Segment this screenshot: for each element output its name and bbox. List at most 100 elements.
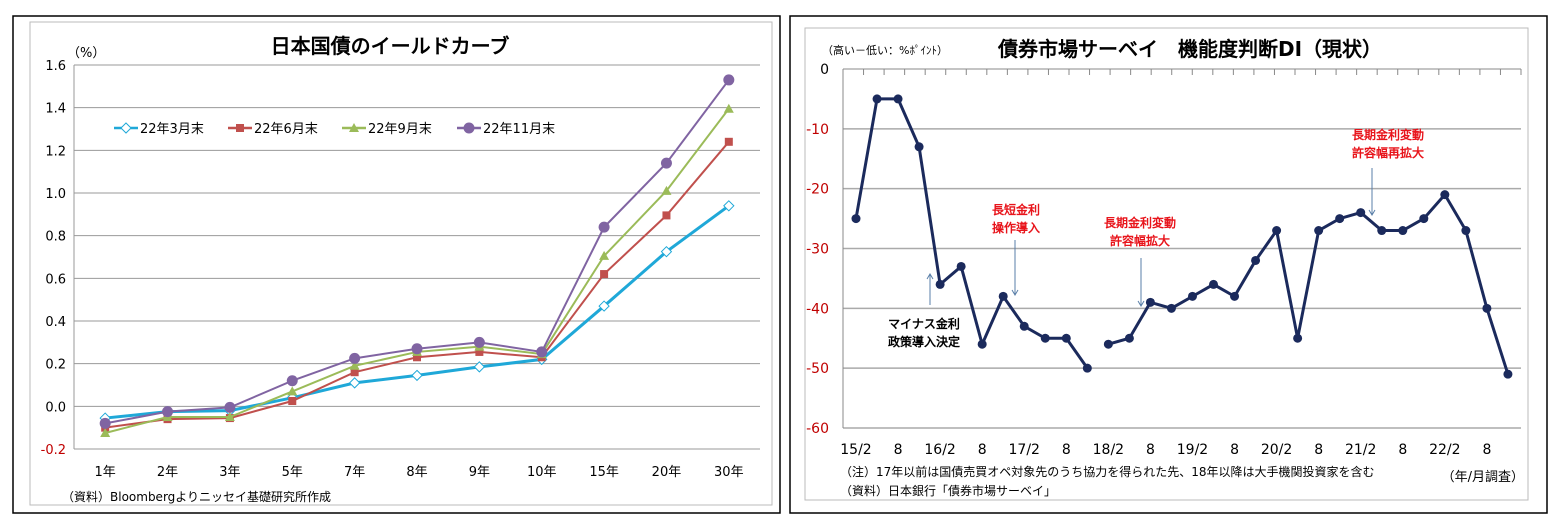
- legend-label: 22年3月末: [140, 122, 204, 137]
- y-tick-label: -50: [806, 361, 829, 377]
- annotation-text: 許容幅拡大: [1110, 233, 1170, 248]
- circle-marker: [723, 74, 735, 86]
- square-marker: [236, 124, 244, 132]
- x-tick-label: 16/2: [924, 442, 955, 458]
- series-line-2: [104, 108, 730, 434]
- x-tick-label: 8: [1482, 442, 1491, 458]
- x-tick-label: 21/2: [1345, 442, 1376, 458]
- data-point: [1314, 226, 1324, 236]
- right-chart-title: 債券市場サーベイ 機能度判断DI（現状）: [997, 37, 1382, 61]
- square-marker: [413, 353, 421, 362]
- data-point: [1461, 226, 1471, 236]
- arrow-head-icon: [1368, 209, 1376, 216]
- annotation-text: 長期金利変動: [1104, 215, 1176, 230]
- arrow-head-icon: [1137, 300, 1145, 307]
- right-x-unit: （年/月調査）: [1442, 470, 1524, 485]
- data-point: [1398, 226, 1408, 236]
- circle-marker: [411, 343, 423, 355]
- y-tick-label: -0.2: [41, 443, 66, 458]
- x-tick-label: 17/2: [1009, 442, 1040, 458]
- triangle-marker: [349, 123, 359, 132]
- square-marker: [475, 347, 484, 356]
- triangle-marker: [287, 386, 298, 396]
- annotation-text: 長短金利: [992, 202, 1040, 217]
- y-tick-label: -30: [806, 242, 829, 258]
- data-point: [893, 94, 903, 104]
- x-tick-label: 10年: [527, 465, 557, 480]
- diamond-marker: [473, 361, 486, 373]
- left-chart-border: [29, 21, 773, 506]
- x-tick-label: 20年: [652, 465, 682, 480]
- x-tick-label: 1年: [95, 465, 116, 480]
- x-tick-label: 8: [1230, 442, 1239, 458]
- y-tick-label: 1.2: [45, 144, 66, 159]
- data-point: [1440, 190, 1450, 200]
- x-tick-label: 20/2: [1261, 442, 1292, 458]
- data-point: [1293, 333, 1303, 343]
- legend-label: 22年6月末: [254, 122, 318, 137]
- data-point: [1251, 255, 1261, 265]
- x-tick-label: 9年: [469, 465, 490, 480]
- left-panel-frame: [12, 15, 781, 514]
- data-point: [1040, 333, 1050, 343]
- x-tick-label: 2年: [157, 465, 178, 480]
- data-point: [1103, 339, 1113, 349]
- data-point: [1145, 297, 1155, 307]
- square-marker: [600, 270, 609, 279]
- data-point: [1377, 226, 1387, 236]
- y-tick-label: 0.8: [45, 230, 66, 245]
- data-point: [1503, 369, 1513, 379]
- x-tick-label: 19/2: [1177, 442, 1208, 458]
- circle-marker: [463, 122, 475, 134]
- y-tick-label: 1.4: [45, 102, 66, 117]
- diamond-marker: [348, 377, 361, 389]
- left-source: （資料）Bloombergよりニッセイ基礎研究所作成: [62, 489, 331, 504]
- x-tick-label: 3年: [219, 465, 240, 480]
- circle-marker: [349, 352, 361, 364]
- data-point: [935, 279, 945, 289]
- data-point: [1335, 214, 1345, 224]
- circle-marker: [536, 346, 548, 358]
- x-tick-label: 15年: [589, 465, 619, 480]
- square-marker: [288, 397, 297, 405]
- series-line-1: [105, 141, 730, 429]
- arrow-head-icon: [1011, 289, 1019, 296]
- circle-marker: [286, 375, 298, 387]
- x-tick-label: 22/2: [1429, 442, 1460, 458]
- data-point: [1209, 279, 1219, 289]
- data-point: [1082, 363, 1092, 373]
- triangle-marker: [100, 428, 111, 437]
- x-tick-label: 8: [894, 442, 903, 458]
- y-tick-label: -40: [806, 301, 829, 317]
- data-point: [977, 339, 987, 349]
- x-tick-label: 8: [978, 442, 987, 458]
- square-marker: [662, 211, 671, 220]
- series-line-0: [105, 204, 730, 420]
- data-point: [1419, 214, 1429, 224]
- diamond-marker: [411, 369, 423, 382]
- x-tick-label: 5年: [282, 465, 303, 480]
- x-tick-label: 8: [1146, 442, 1155, 458]
- circle-marker: [99, 417, 111, 429]
- y-tick-label: -60: [806, 421, 829, 437]
- right-source: （資料）日本銀行「債券市場サーベイ」: [840, 483, 1056, 498]
- data-point: [1124, 333, 1134, 343]
- right-panel-frame: [789, 15, 1548, 514]
- annotation-text: 操作導入: [992, 220, 1040, 235]
- y-tick-label: 1.0: [45, 187, 66, 202]
- legend-label: 22年11月末: [483, 122, 555, 137]
- annotation-text: 許容幅再拡大: [1352, 145, 1424, 160]
- y-tick-label: 0.4: [45, 315, 66, 330]
- x-tick-label: 7年: [344, 465, 365, 480]
- triangle-marker: [599, 250, 610, 260]
- circle-marker: [473, 336, 485, 348]
- circle-marker: [162, 406, 174, 418]
- y-tick-label: 0.2: [45, 358, 66, 373]
- square-marker: [724, 137, 733, 146]
- square-marker: [350, 368, 359, 377]
- right-chart-border: [804, 27, 1529, 501]
- y-tick-label: 0: [820, 62, 829, 78]
- data-point: [872, 94, 882, 104]
- circle-marker: [224, 401, 236, 413]
